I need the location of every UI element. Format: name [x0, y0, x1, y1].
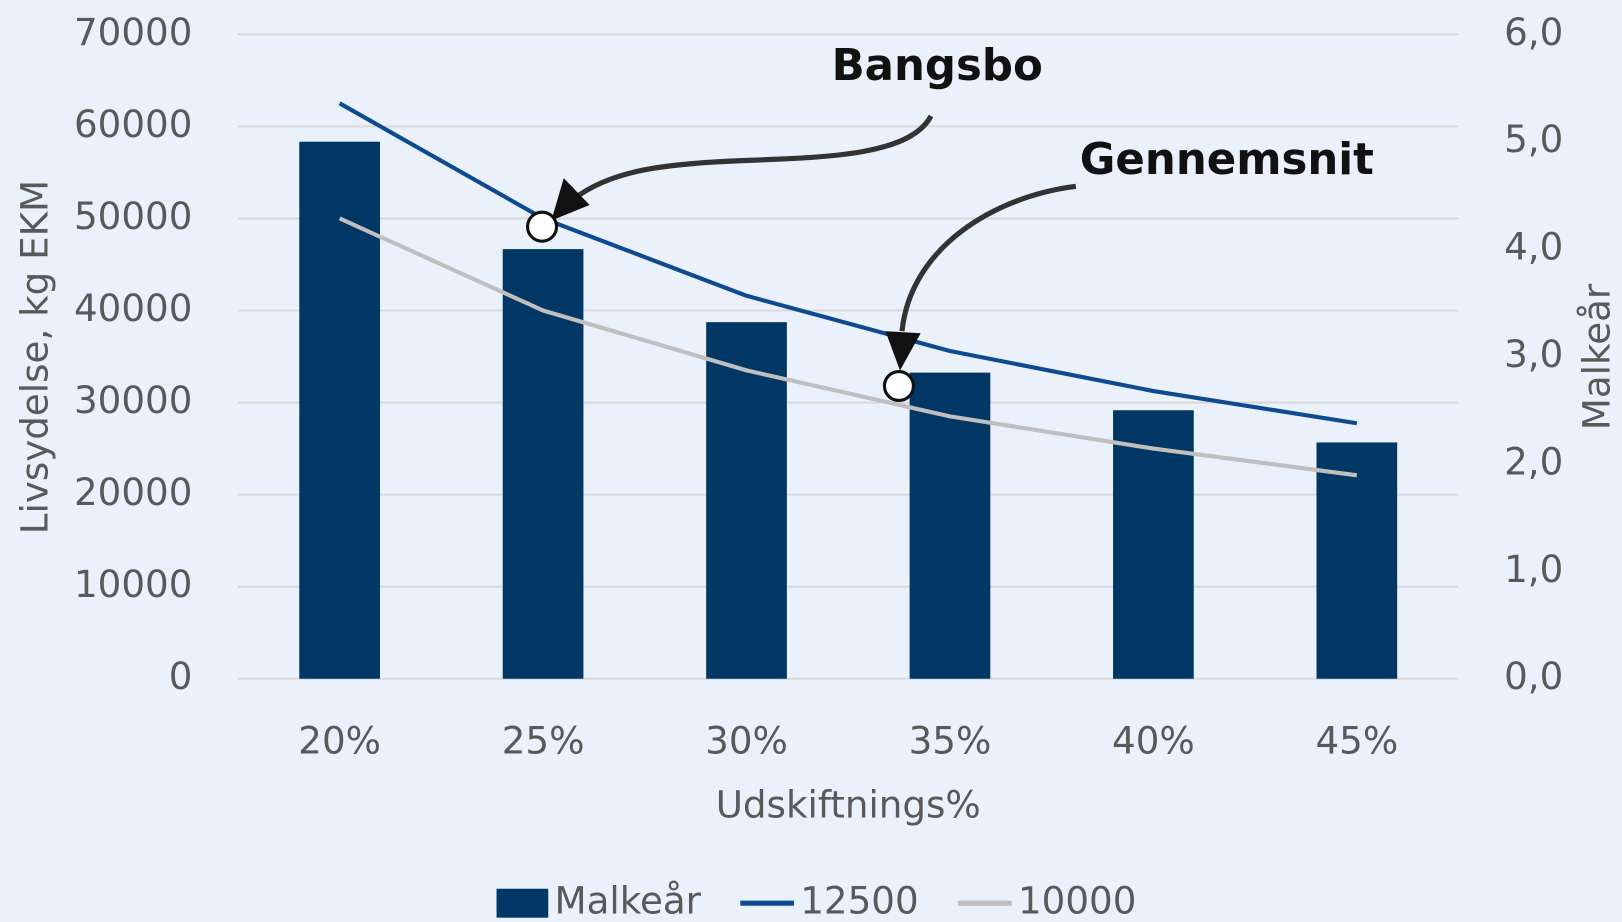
bar: [1316, 442, 1398, 679]
y-tick-label: 60000: [74, 102, 192, 146]
bar: [909, 372, 991, 679]
y2-tick-label: 2,0: [1504, 439, 1563, 483]
y-tick-label: 0: [169, 654, 193, 698]
legend-label: Malkeår: [554, 879, 701, 922]
legend-swatch: [496, 888, 549, 918]
bar: [1113, 410, 1194, 679]
arrow: [572, 114, 934, 201]
x-tick-label: 25%: [502, 718, 585, 762]
x-tick-label: 20%: [298, 718, 381, 762]
y-tick-label: 40000: [74, 286, 192, 330]
y2-tick-label: 5,0: [1504, 117, 1563, 161]
arrow: [899, 183, 1077, 332]
y2-tick-label: 4,0: [1504, 225, 1563, 269]
x-tick-label: 30%: [705, 718, 788, 762]
y-tick-label: 50000: [74, 194, 192, 238]
y-tick-label: 30000: [74, 378, 192, 422]
plot: 0 10000 20000 30000 40000 50000 60000 70000 0,0 1…: [74, 10, 1563, 763]
x-tick-label: 40%: [1112, 718, 1195, 762]
y2-tick-label: 3,0: [1504, 332, 1563, 376]
arrow-head: [885, 331, 921, 371]
y-tick-label: 10000: [74, 562, 192, 606]
legend-label: 10000: [1018, 879, 1136, 922]
line: [338, 101, 1358, 426]
bar: [299, 141, 380, 679]
marker-circle: [882, 369, 915, 403]
arrow-head: [551, 178, 590, 221]
x-tick-label: 45%: [1315, 718, 1398, 762]
legend: Malkeår 12500 10000: [496, 879, 1136, 922]
y2-tick-label: 6,0: [1504, 10, 1563, 54]
y-tick-label: 20000: [74, 470, 192, 514]
bar: [706, 322, 787, 679]
y-axis-title: Livsydelse, kg EKM: [13, 180, 57, 534]
line: [338, 216, 1358, 478]
bar: [502, 249, 584, 679]
marker-circle: [526, 210, 559, 243]
annotation: Gennemsnit: [1080, 135, 1374, 185]
y2-tick-label: 0,0: [1504, 654, 1563, 698]
y2-axis-title: Malkeår: [1575, 283, 1619, 430]
y2-tick-label: 1,0: [1504, 547, 1563, 591]
x-axis-title: Udskiftnings%: [716, 783, 981, 827]
annotation: Bangsbo: [832, 41, 1043, 91]
y-tick-label: 70000: [74, 10, 192, 54]
annotations: Bangsbo Gennemsnit: [526, 41, 1374, 403]
legend-label: 12500: [800, 879, 918, 922]
x-tick-label: 35%: [909, 718, 992, 762]
